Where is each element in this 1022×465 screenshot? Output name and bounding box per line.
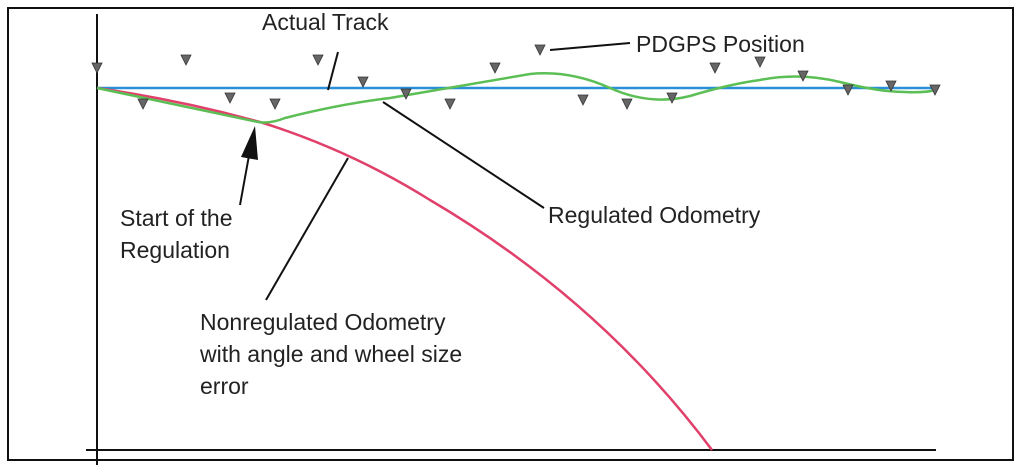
gps-point [754,56,766,68]
gps-point [842,84,854,96]
gps-point [621,98,633,110]
gps-point [400,88,412,100]
gps-point [666,92,678,104]
regulated-curve [96,72,936,124]
leader-line [327,51,339,91]
gps-point [180,54,192,66]
gps-point [444,98,456,110]
gps-point [885,80,897,92]
label: Regulated Odometry [548,202,761,228]
label: with angle and wheel size [199,341,462,367]
label: Start of the [120,205,233,231]
label: PDGPS Position [636,31,805,57]
gps-point [224,92,236,104]
nonregulated-curve [96,86,714,451]
leader-line [239,149,251,206]
gps-point [91,62,103,74]
gps-point [357,76,369,88]
arrow-head [241,126,258,160]
gps-point [709,62,721,74]
leader-line [265,157,349,301]
gps-point [577,94,589,106]
gps-point [137,98,149,110]
label: Actual Track [262,9,389,35]
leader-line [382,101,545,209]
frame [7,7,1014,461]
gps-point [797,70,809,82]
leader-line [549,42,631,51]
gps-point [269,98,281,110]
label: Regulation [120,237,230,263]
label: Nonregulated Odometry [200,309,446,335]
gps-point [929,84,941,96]
label: error [200,373,249,399]
gps-points [91,44,941,110]
gps-point [534,44,546,56]
gps-point [312,54,324,66]
gps-point [489,62,501,74]
